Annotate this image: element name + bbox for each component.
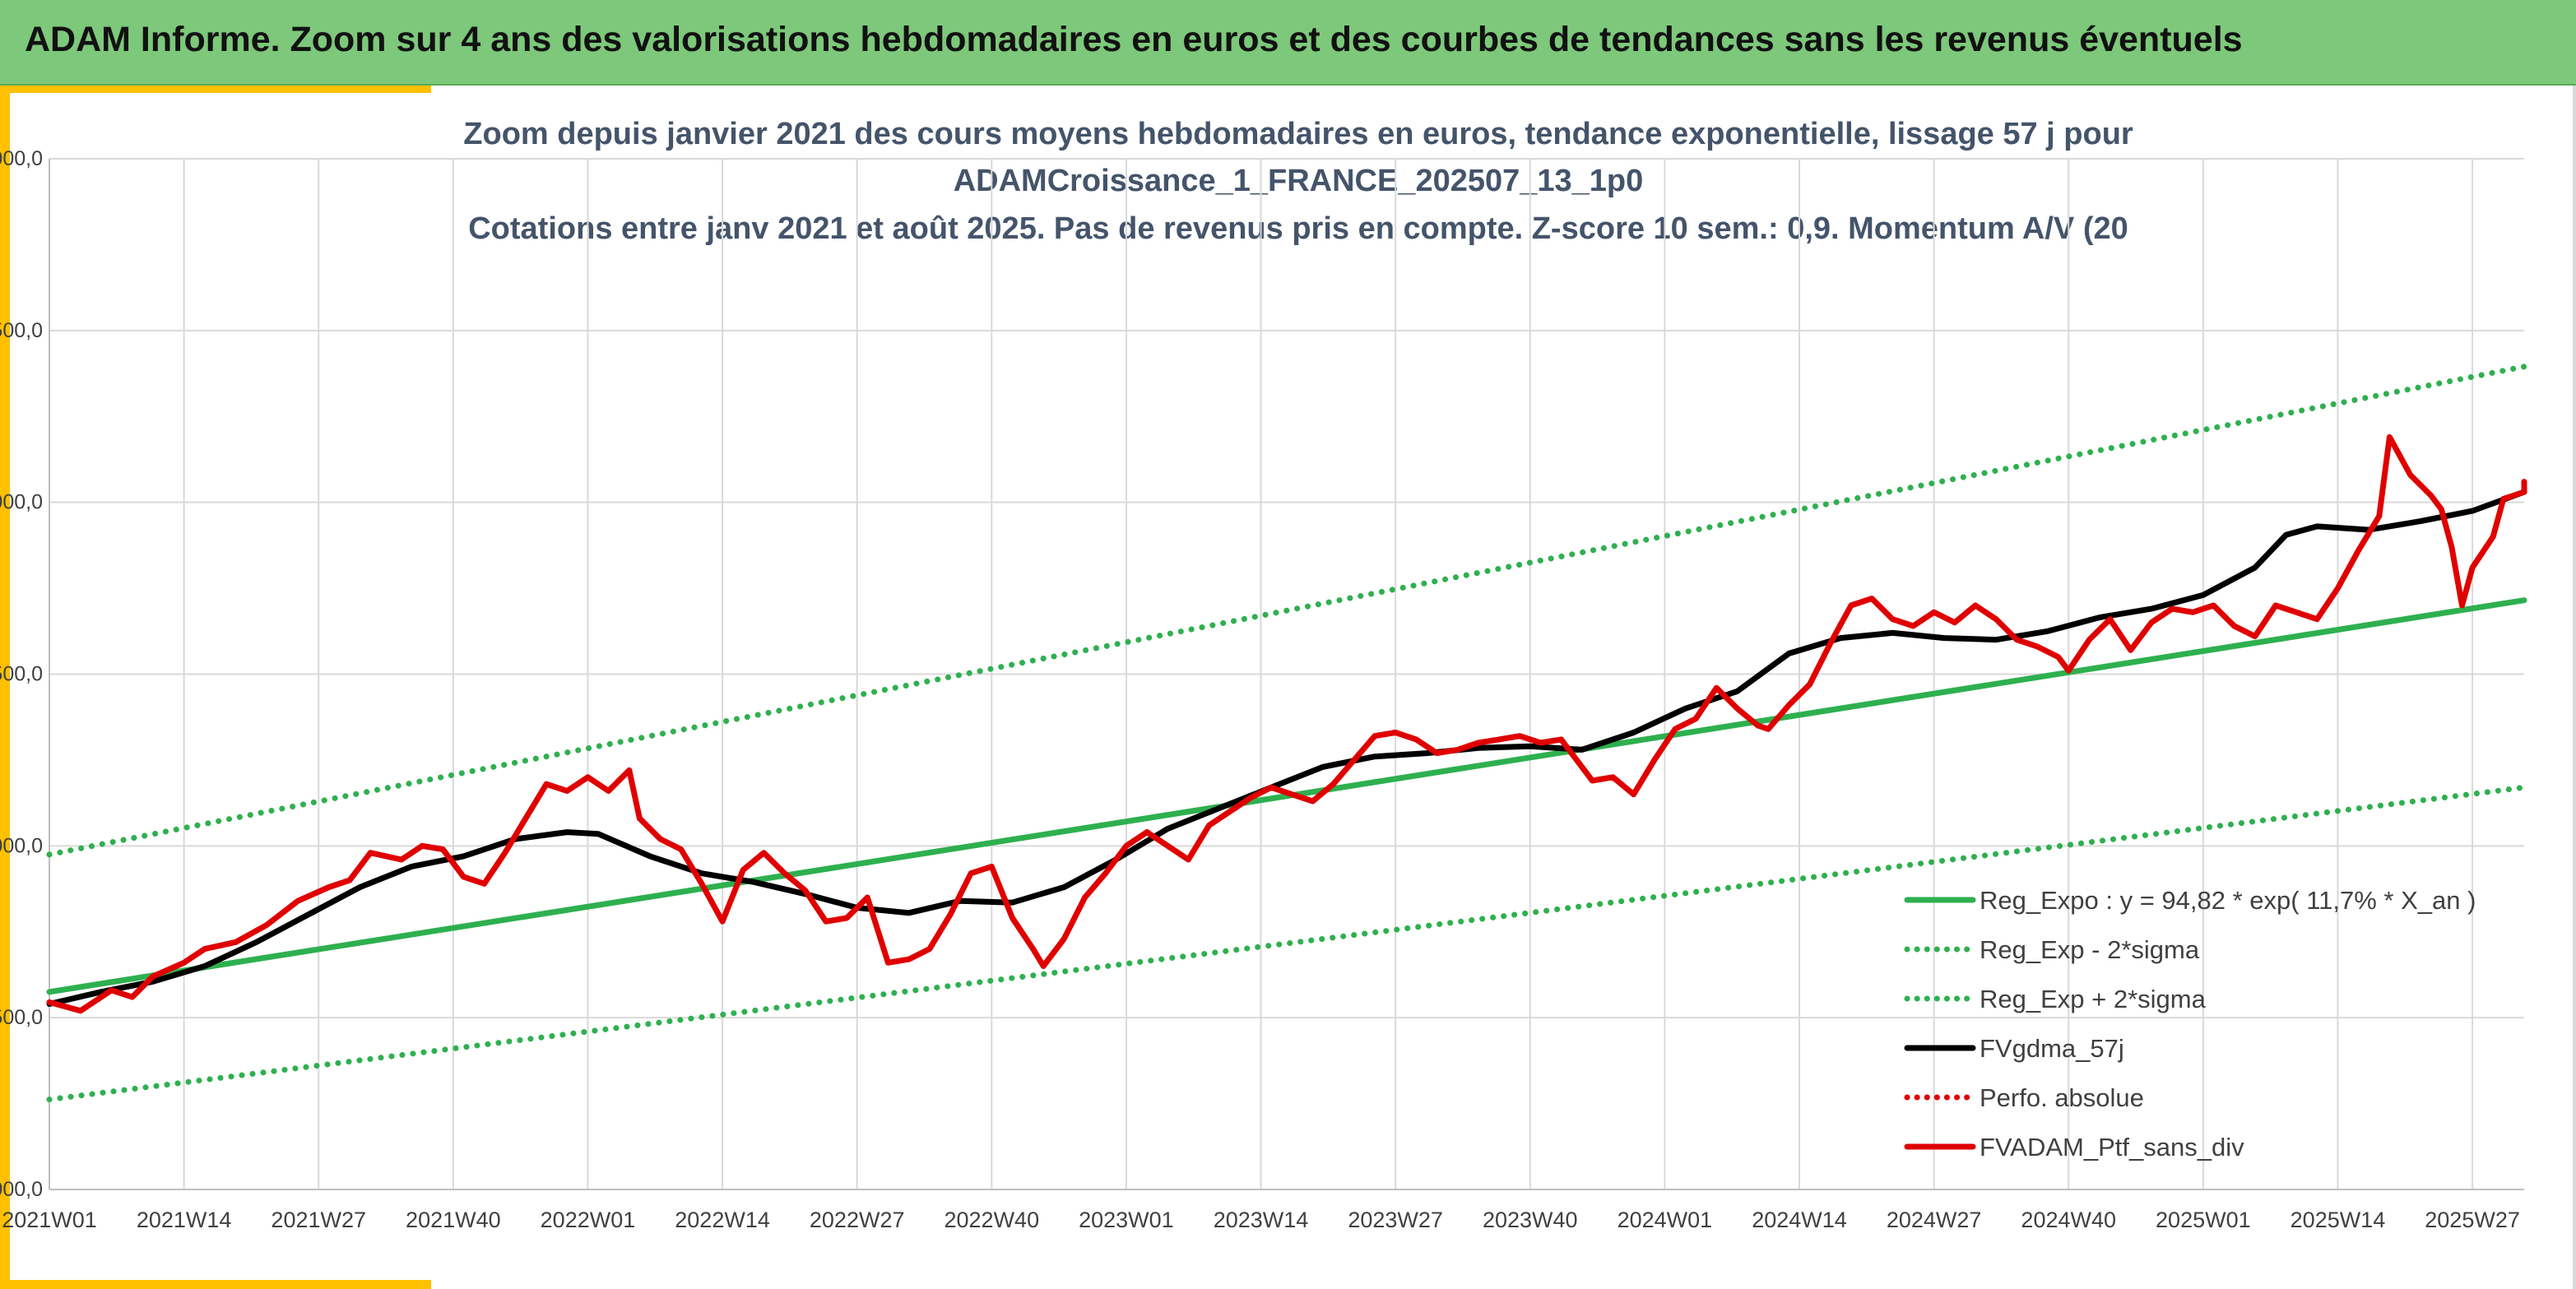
x-tick-label: 2025W14 <box>2291 1208 2386 1232</box>
legend-label-5: FVADAM_Ptf_sans_div <box>1980 1133 2244 1161</box>
x-tick-label: 2024W27 <box>1887 1208 1982 1232</box>
series-line-1 <box>46 784 2527 1103</box>
y-tick-label: 2 000,0 <box>0 834 43 857</box>
legend-label-3: FVgdma_57j <box>1980 1034 2124 1063</box>
x-tick-label: 2021W14 <box>137 1208 232 1232</box>
series-line-2 <box>46 364 2527 858</box>
series-line-5 <box>46 434 2527 1014</box>
series-line-3 <box>46 489 2527 1007</box>
chart-title-line-2: ADAMCroissance_1_FRANCE_202507_13_1p0 <box>954 164 1644 198</box>
legend-label-1: Reg_Exp - 2*sigma <box>1980 935 2200 964</box>
y-tick-label: 3 500,0 <box>0 319 43 342</box>
axis-layer: 1 000,0 1 500,0 2 000,0 2 500,0 3 000,0 3 500… <box>0 147 2524 1232</box>
y-tick-label: 4 000,0 <box>0 147 43 170</box>
accent-bar-bottom <box>0 1280 431 1289</box>
y-tick-label: 3 000,0 <box>0 491 43 514</box>
x-tick-label: 2023W27 <box>1348 1208 1443 1232</box>
y-tick-label: 1 000,0 <box>0 1178 43 1201</box>
x-tick-label: 2023W01 <box>1079 1208 1174 1232</box>
x-tick-label: 2022W01 <box>541 1208 636 1232</box>
legend-label-2: Reg_Exp + 2*sigma <box>1980 985 2207 1013</box>
accent-bar-left <box>0 86 10 1287</box>
accent-bar-top <box>0 86 431 93</box>
x-tick-label: 2022W40 <box>945 1208 1040 1232</box>
frame-right-edge <box>2573 86 2576 1289</box>
x-tick-label: 2024W01 <box>1618 1208 1713 1232</box>
x-tick-label: 2024W40 <box>2021 1208 2116 1232</box>
series-layer <box>46 364 2527 1103</box>
legend-label-0: Reg_Expo : y = 94,82 * exp( 11,7% * X_an… <box>1980 886 2476 915</box>
x-tick-label: 2022W27 <box>810 1208 905 1232</box>
chart-title-line-1: Zoom depuis janvier 2021 des cours moyen… <box>463 117 2133 151</box>
grid-layer <box>49 158 2524 1190</box>
chart-title-line-3: Cotations entre janv 2021 et août 2025. … <box>468 211 2128 246</box>
series-line-0 <box>46 597 2527 995</box>
report-banner: ADAM Informe. Zoom sur 4 ans des valoris… <box>0 0 2576 86</box>
y-tick-label: 1 500,0 <box>0 1006 43 1029</box>
legend: Reg_Expo : y = 94,82 * exp( 11,7% * X_an… <box>1904 886 2476 1161</box>
report-title: ADAM Informe. Zoom sur 4 ans des valoris… <box>25 20 2243 59</box>
x-tick-label: 2025W27 <box>2425 1208 2520 1232</box>
x-tick-label: 2024W14 <box>1752 1208 1847 1232</box>
x-tick-label: 2025W01 <box>2156 1208 2251 1232</box>
y-tick-label: 2 500,0 <box>0 663 43 686</box>
x-tick-label: 2021W40 <box>406 1208 501 1232</box>
x-tick-label: 2022W14 <box>675 1208 770 1232</box>
x-tick-label: 2023W40 <box>1483 1208 1578 1232</box>
x-tick-label: 2023W14 <box>1214 1208 1309 1232</box>
x-tick-label: 2021W27 <box>271 1208 366 1232</box>
legend-label-4: Perfo. absolue <box>1980 1083 2144 1112</box>
x-tick-label: 2021W01 <box>2 1208 97 1232</box>
